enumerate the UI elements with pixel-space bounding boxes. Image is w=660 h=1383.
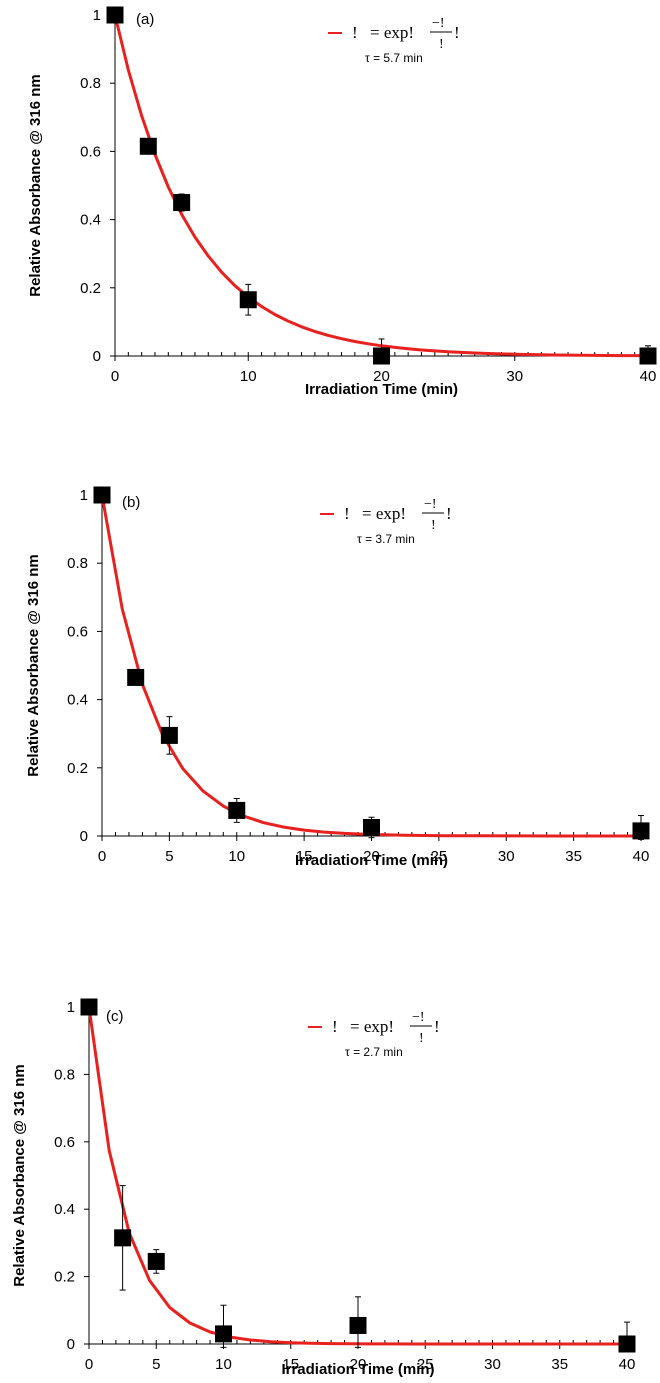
data-point: [373, 347, 390, 365]
legend-equation-denominator: !: [419, 1031, 424, 1046]
y-tick-label: 0.2: [80, 280, 101, 297]
y-tick-label: 0: [80, 828, 88, 845]
legend-equation-denominator: !: [431, 518, 436, 533]
legend-equation-denominator: !: [439, 37, 444, 52]
data-point: [173, 194, 191, 212]
data-point: [349, 1316, 367, 1334]
data-point: [239, 291, 257, 309]
y-tick-label: 0.4: [54, 1201, 75, 1218]
x-tick-label: 10: [228, 848, 245, 865]
legend-tau: τ = 5.7 min: [365, 51, 423, 65]
x-tick-label: 10: [215, 1356, 232, 1373]
x-tick-label: 20: [373, 368, 390, 385]
x-tick-label: 5: [152, 1356, 160, 1373]
y-tick-label: 0.8: [80, 75, 101, 92]
data-point: [127, 668, 145, 686]
legend-equation-tail: !: [434, 1017, 440, 1036]
data-point: [639, 347, 657, 365]
y-tick-label: 1: [67, 999, 75, 1016]
y-axis-title: Relative Absorbance @ 316 nm: [11, 1064, 28, 1287]
data-point: [106, 6, 124, 24]
x-tick-label: 30: [506, 368, 523, 385]
y-axis-title: Relative Absorbance @ 316 nm: [27, 74, 44, 297]
x-axis-title: Irradiation Time (min): [281, 1361, 434, 1378]
y-tick-label: 0.4: [67, 692, 88, 709]
fit-curve: [113, 13, 650, 358]
x-tick-label: 5: [165, 848, 173, 865]
x-tick-label: 40: [640, 368, 657, 385]
legend-tau: τ = 3.7 min: [357, 532, 415, 546]
chart-panel-3: 0 5 10 15 20 25 30 35 40 0 0.2 0.4 0.6 0.8 1 Irradiatio…: [11, 998, 636, 1378]
data-point: [147, 1252, 165, 1270]
data-point: [632, 822, 650, 840]
data-point: [228, 801, 246, 819]
x-tick-label: 20: [350, 1356, 367, 1373]
y-tick-label: 0.6: [67, 623, 88, 640]
legend-equation-exp: = exp!: [370, 23, 414, 42]
x-tick-label: 15: [296, 848, 313, 865]
x-tick-label: 25: [417, 1356, 434, 1373]
data-point: [93, 486, 111, 504]
y-tick-label: 1: [93, 7, 101, 24]
x-tick-label: 20: [363, 848, 380, 865]
y-tick-label: 0.4: [80, 212, 101, 229]
data-point: [80, 998, 98, 1016]
data-point: [215, 1325, 232, 1343]
x-axis-title: Irradiation Time (min): [295, 852, 448, 869]
panel-label: (b): [122, 494, 140, 511]
y-tick-label: 0: [67, 1336, 75, 1353]
x-tick-label: 25: [431, 848, 448, 865]
y-tick-label: 0.8: [67, 555, 88, 572]
data-point: [139, 137, 157, 155]
legend-tau: τ = 2.7 min: [345, 1045, 403, 1059]
panel-label: (c): [106, 1008, 124, 1025]
data-point: [363, 818, 380, 836]
y-axis-title: Relative Absorbance @ 316 nm: [25, 554, 42, 777]
x-tick-label: 40: [619, 1356, 636, 1373]
fit-curve: [87, 1005, 629, 1346]
legend-equation-numerator: −!: [412, 1010, 425, 1025]
legend-equation-exp: = exp!: [350, 1017, 394, 1036]
x-tick-label: 0: [85, 1356, 93, 1373]
legend-equation-exp: = exp!: [362, 504, 406, 523]
legend-equation-tail: !: [446, 504, 452, 523]
panel-label: (a): [136, 11, 154, 28]
y-tick-label: 0: [93, 348, 101, 365]
y-tick-label: 0.2: [67, 760, 88, 777]
legend-equation-tail: !: [454, 23, 460, 42]
chart-panel-1: 0 10 20 30 40 0 0.2 0.4 0.6 0.8 1 Irradiation Time …: [27, 6, 657, 398]
y-tick-label: 0.2: [54, 1269, 75, 1286]
x-tick-label: 30: [484, 1356, 501, 1373]
x-tick-label: 35: [551, 1356, 568, 1373]
legend-equation-lhs: !: [352, 23, 358, 42]
legend-equation-numerator: −!: [424, 497, 437, 512]
y-tick-label: 0.6: [54, 1134, 75, 1151]
fit-curve: [100, 493, 643, 838]
chart-panel-2: 0 5 10 15 20 25 30 35 40 0 0.2 0.4 0.6 0.8 1 Irradiatio…: [25, 486, 650, 869]
x-axis-title: Irradiation Time (min): [305, 381, 458, 398]
x-tick-label: 0: [98, 848, 106, 865]
data-point: [114, 1229, 132, 1247]
x-tick-label: 15: [282, 1356, 299, 1373]
x-tick-label: 30: [498, 848, 515, 865]
data-point: [618, 1335, 636, 1353]
x-tick-label: 10: [240, 368, 257, 385]
y-tick-label: 0.6: [80, 143, 101, 160]
data-point: [160, 726, 178, 744]
legend-equation-lhs: !: [332, 1017, 338, 1036]
x-tick-label: 35: [565, 848, 582, 865]
x-tick-label: 40: [633, 848, 650, 865]
x-tick-label: 0: [111, 368, 119, 385]
legend-equation-lhs: !: [344, 504, 350, 523]
y-tick-label: 0.8: [54, 1066, 75, 1083]
legend-equation-numerator: −!: [432, 16, 445, 31]
y-tick-label: 1: [80, 487, 88, 504]
